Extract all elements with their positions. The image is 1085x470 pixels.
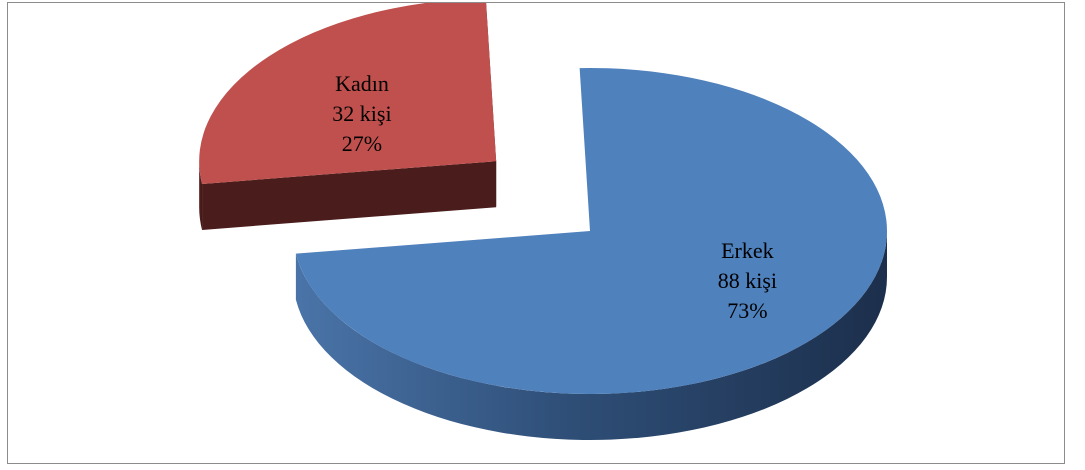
slice-label-percent-kadın: 27% — [342, 131, 382, 156]
pie-chart: Erkek 88 kişi 73% Kadın 32 kişi 27% — [199, 3, 887, 440]
slice-label-count-erkek: 88 kişi — [718, 268, 777, 293]
pie-slice-kadın — [199, 3, 497, 230]
slice-top-kadın — [199, 3, 497, 184]
chart-frame: Erkek 88 kişi 73% Kadın 32 kişi 27% — [7, 2, 1065, 464]
slice-label-percent-erkek: 73% — [727, 298, 767, 323]
slice-label-category-erkek: Erkek — [721, 238, 774, 263]
slice-side-erkek — [295, 231, 887, 440]
slice-side-kadın — [199, 161, 203, 230]
slice-label-category-kadın: Kadın — [335, 71, 389, 96]
slice-top-erkek — [295, 68, 887, 394]
slice-label-count-kadın: 32 kişi — [332, 101, 391, 126]
pie-slice-erkek — [295, 68, 887, 440]
slice-cut-face — [202, 161, 497, 230]
